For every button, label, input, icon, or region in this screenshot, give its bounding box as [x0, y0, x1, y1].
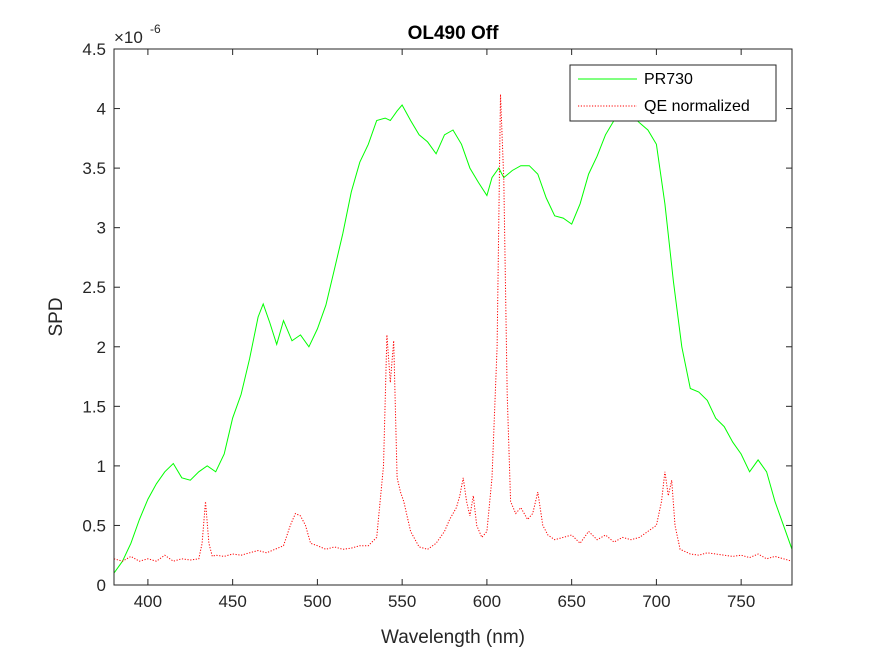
- chart-title: OL490 Off: [408, 23, 499, 44]
- x-tick-label: 550: [388, 592, 416, 611]
- y-tick-label: 4: [97, 100, 106, 119]
- y-tick-label: 2.5: [82, 278, 106, 297]
- x-axis-label: Wavelength (nm): [381, 627, 525, 648]
- y-exponent-power: -6: [150, 22, 161, 36]
- series-line-qe-normalized: [114, 94, 792, 562]
- y-tick-label: 0: [97, 576, 106, 595]
- series-line-pr730: [114, 104, 792, 574]
- y-axis-label: SPD: [46, 297, 67, 336]
- legend-label-qe-normalized: QE normalized: [644, 98, 750, 115]
- y-exponent-base: ×10: [114, 28, 143, 47]
- x-tick-label: 750: [727, 592, 755, 611]
- x-tick-label: 600: [473, 592, 501, 611]
- y-tick-label: 0.5: [82, 516, 106, 535]
- y-tick-label: 1: [97, 457, 106, 476]
- x-tick-label: 650: [557, 592, 585, 611]
- y-exponent: ×10 -6: [114, 22, 161, 47]
- plot-frame: [113, 48, 793, 586]
- x-tick-label: 450: [218, 592, 246, 611]
- y-tick-label: 1.5: [82, 397, 106, 416]
- y-tick-label: 2: [97, 338, 106, 357]
- x-tick-label: 400: [134, 592, 162, 611]
- y-axis-ticks: 0 0.5 1 1.5 2 2.5 3 3.5 4 4.5: [82, 40, 792, 595]
- x-tick-label: 500: [303, 592, 331, 611]
- y-tick-label: 4.5: [82, 40, 106, 59]
- x-axis-ticks: 400 450 500 550 600 650 700 750: [134, 49, 755, 611]
- y-tick-label: 3: [97, 219, 106, 238]
- x-tick-label: 700: [642, 592, 670, 611]
- series-layer: [114, 94, 792, 574]
- legend-box: [569, 64, 777, 122]
- legend-label-pr730: PR730: [644, 71, 693, 88]
- legend: PR730 QE normalized: [569, 64, 777, 122]
- plot-area: [114, 49, 792, 585]
- y-tick-label: 3.5: [82, 159, 106, 178]
